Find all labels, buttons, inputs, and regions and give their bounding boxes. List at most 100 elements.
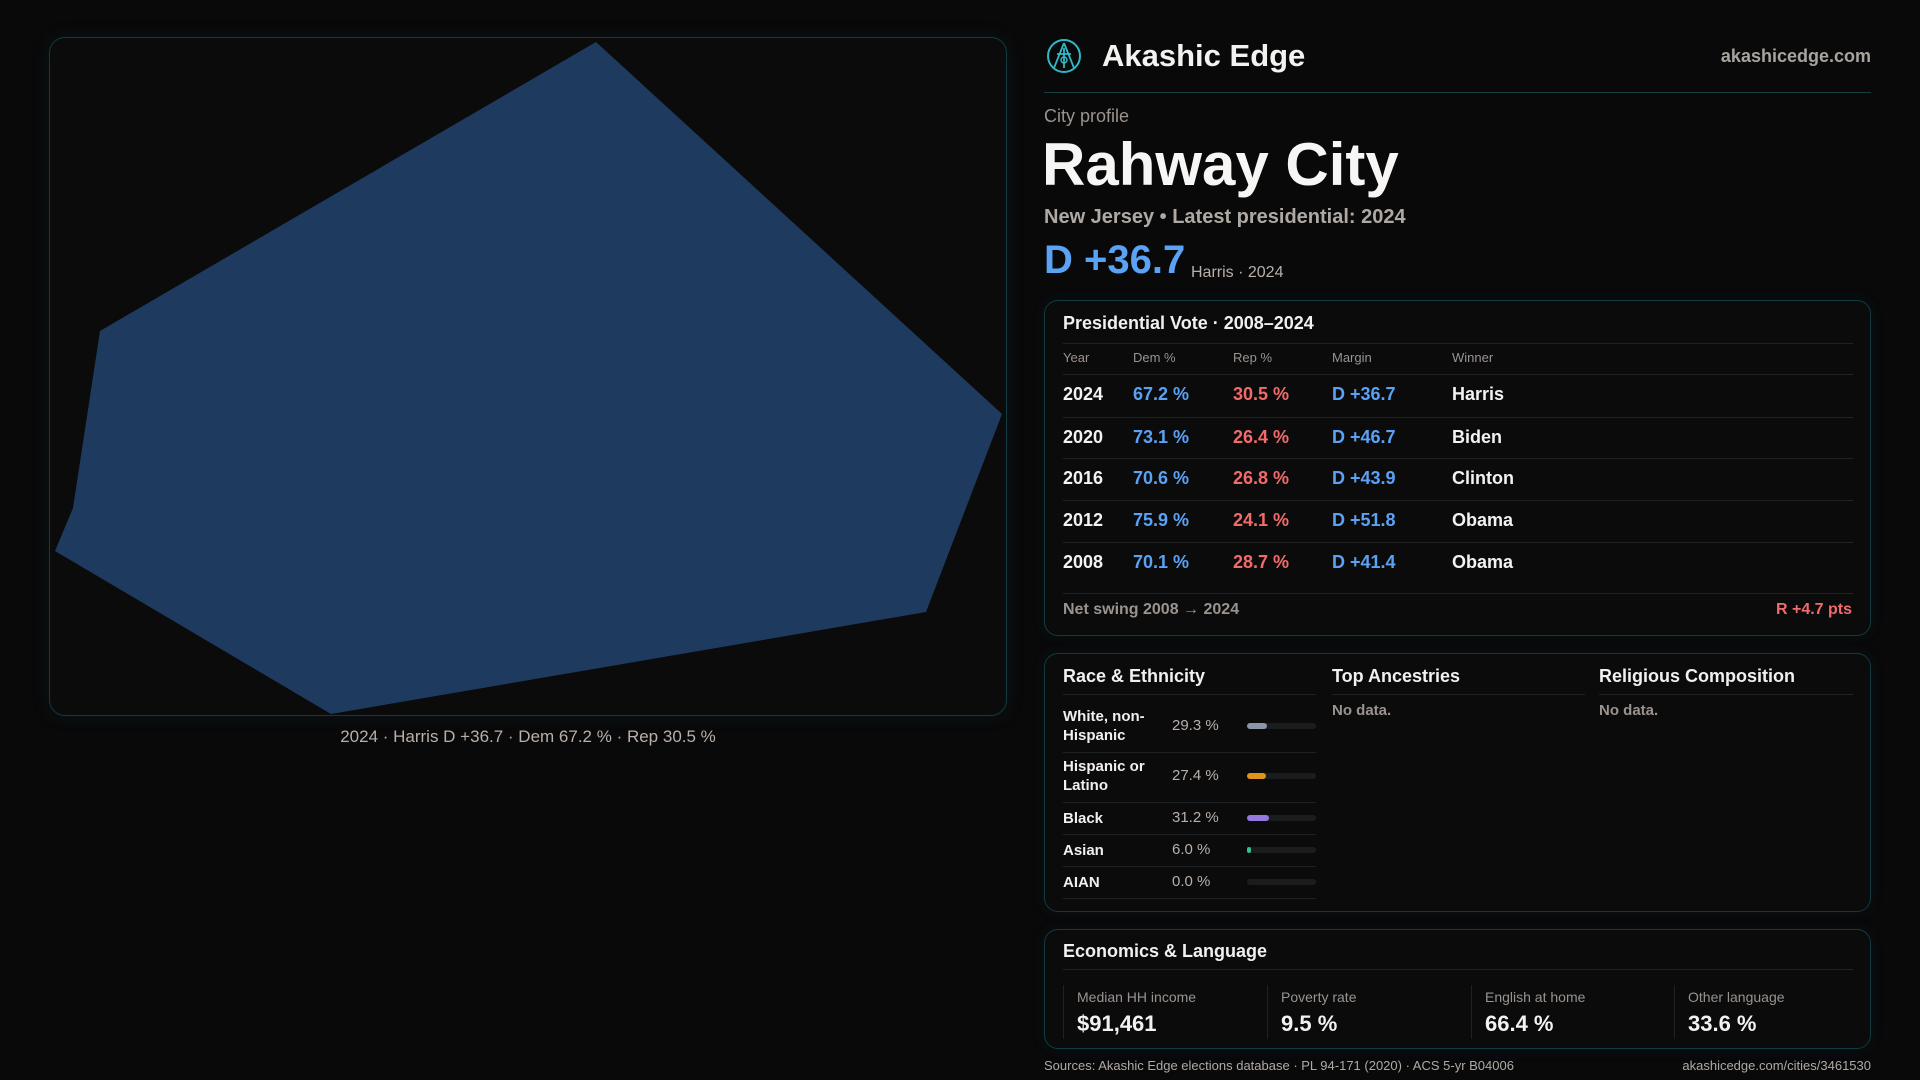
race-bar-fill xyxy=(1247,847,1252,853)
cell-dem: 70.1 % xyxy=(1133,552,1190,572)
race-bar-fill xyxy=(1247,723,1268,729)
row-divider xyxy=(1063,898,1316,899)
swing-value: R +4.7 pts xyxy=(1775,601,1852,618)
race-bar-track xyxy=(1247,815,1316,821)
row-divider xyxy=(1063,542,1853,543)
cell-rep: 30.5 % xyxy=(1233,384,1290,404)
econ-label: Poverty rate xyxy=(1281,989,1357,1005)
econ-value: 33.6 % xyxy=(1688,1011,1757,1036)
sources-note: Sources: Akashic Edge elections database… xyxy=(1044,1058,1514,1073)
city-boundary-polygon[interactable] xyxy=(55,42,1002,714)
page-subtitle: New Jersey • Latest presidential: 2024 xyxy=(1044,206,1406,228)
cell-dem: 73.1 % xyxy=(1133,427,1190,447)
divider xyxy=(1063,694,1316,695)
row-divider xyxy=(1063,834,1316,835)
akashic-logo-icon xyxy=(1047,39,1081,73)
cell-margin: D +51.8 xyxy=(1332,510,1396,530)
race-label: AIAN xyxy=(1063,874,1100,891)
economics-title: Economics & Language xyxy=(1063,941,1268,961)
race-label: Asian xyxy=(1063,842,1104,859)
race-pct: 29.3 % xyxy=(1172,717,1219,734)
divider xyxy=(1332,694,1585,695)
econ-label: Median HH income xyxy=(1077,989,1197,1005)
row-divider xyxy=(1063,374,1853,375)
site-link[interactable]: akashicedge.com xyxy=(1720,46,1871,66)
row-divider xyxy=(1063,458,1853,459)
econ-label: English at home xyxy=(1485,989,1586,1005)
cell-year: 2016 xyxy=(1063,468,1104,488)
header-divider xyxy=(1044,92,1871,93)
divider xyxy=(1674,985,1675,1039)
cell-dem: 70.6 % xyxy=(1133,468,1190,488)
cell-rep: 24.1 % xyxy=(1233,510,1290,530)
race-pct: 6.0 % xyxy=(1172,841,1211,858)
page-kicker: City profile xyxy=(1044,106,1130,126)
map-caption: 2024 · Harris D +36.7 · Dem 67.2 % · Rep… xyxy=(340,727,716,746)
col-dem: Dem % xyxy=(1133,350,1176,365)
cell-winner: Clinton xyxy=(1452,468,1514,488)
cell-year: 2024 xyxy=(1063,384,1104,404)
divider xyxy=(1599,694,1853,695)
row-divider xyxy=(1063,866,1316,867)
presidential-vote-panel xyxy=(1044,300,1871,636)
row-divider xyxy=(1063,802,1316,803)
ancestries-title: Top Ancestries xyxy=(1332,666,1461,686)
race-bar-track xyxy=(1247,723,1316,729)
row-divider xyxy=(1063,500,1853,501)
econ-value: $91,461 xyxy=(1077,1011,1157,1036)
divider xyxy=(1063,343,1853,344)
col-winner: Winner xyxy=(1452,350,1494,365)
cell-winner: Obama xyxy=(1452,552,1514,572)
race-pct: 0.0 % xyxy=(1172,873,1211,890)
divider xyxy=(1063,985,1064,1039)
row-divider xyxy=(1063,752,1316,753)
race-bar-track xyxy=(1247,847,1316,853)
economics-panel xyxy=(1044,929,1871,1049)
race-pct: 31.2 % xyxy=(1172,809,1219,826)
cell-rep: 26.4 % xyxy=(1233,427,1290,447)
cell-margin: D +41.4 xyxy=(1332,552,1396,572)
col-rep: Rep % xyxy=(1233,350,1273,365)
divider xyxy=(1267,985,1268,1039)
cell-dem: 75.9 % xyxy=(1133,510,1190,530)
cell-year: 2012 xyxy=(1063,510,1104,530)
cell-margin: D +43.9 xyxy=(1332,468,1396,488)
race-label: Hispanic or Latino xyxy=(1063,758,1145,794)
cell-dem: 67.2 % xyxy=(1133,384,1190,404)
divider xyxy=(1471,985,1472,1039)
race-bar-fill xyxy=(1247,773,1266,779)
econ-value: 66.4 % xyxy=(1485,1011,1554,1036)
row-divider xyxy=(1063,417,1853,418)
cell-winner: Biden xyxy=(1452,427,1503,447)
cell-year: 2020 xyxy=(1063,427,1104,447)
cell-margin: D +46.7 xyxy=(1332,427,1396,447)
race-label: Black xyxy=(1063,810,1104,827)
ancestries-empty: No data. xyxy=(1332,702,1392,719)
col-margin: Margin xyxy=(1332,350,1372,365)
race-title: Race & Ethnicity xyxy=(1063,666,1206,686)
econ-label: Other language xyxy=(1688,989,1785,1005)
divider xyxy=(1063,593,1853,594)
demographics-panel xyxy=(1044,653,1871,912)
cell-winner: Harris xyxy=(1452,384,1505,404)
race-bar-track xyxy=(1247,879,1316,885)
race-pct: 27.4 % xyxy=(1172,767,1219,784)
presidential-title: Presidential Vote · 2008–2024 xyxy=(1063,313,1314,333)
divider xyxy=(1063,969,1853,970)
race-label: White, non-Hispanic xyxy=(1063,708,1145,744)
econ-value: 9.5 % xyxy=(1281,1011,1338,1036)
cell-margin: D +36.7 xyxy=(1332,384,1396,404)
cell-year: 2008 xyxy=(1063,552,1104,572)
page-title: Rahway City xyxy=(1042,131,1399,198)
race-bar-track xyxy=(1247,773,1316,779)
cell-winner: Obama xyxy=(1452,510,1514,530)
col-year: Year xyxy=(1063,350,1090,365)
brand-name: Akashic Edge xyxy=(1102,38,1306,73)
headline-margin: D +36.7 xyxy=(1044,238,1186,282)
religion-title: Religious Composition xyxy=(1599,666,1795,686)
race-bar-fill xyxy=(1247,815,1269,821)
page-url[interactable]: akashicedge.com/cities/3461530 xyxy=(1682,1058,1871,1073)
cell-rep: 28.7 % xyxy=(1233,552,1290,572)
religion-empty: No data. xyxy=(1599,702,1659,719)
